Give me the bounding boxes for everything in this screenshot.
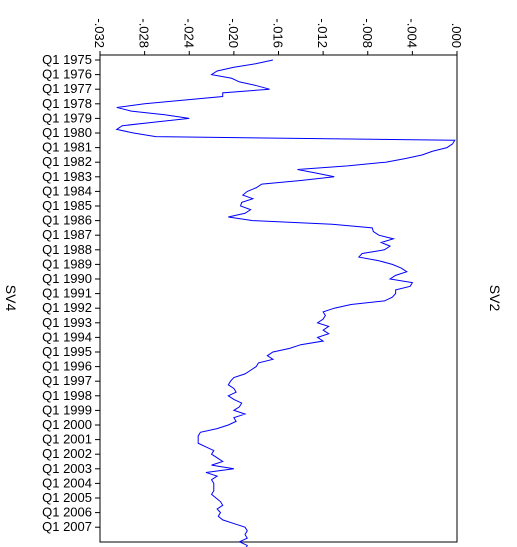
time-tick-label: Q1 1997	[42, 373, 92, 388]
time-tick-label: Q1 1982	[42, 154, 92, 169]
time-tick-label: Q1 1975	[42, 52, 92, 67]
value-tick-label: .000	[449, 23, 464, 48]
value-axis-ticks: -.032 -.028 -.024 -.020 -.016 -.012 -.008 -.004…	[92, 18, 464, 55]
value-tick-label: -.012	[315, 18, 330, 48]
value-tick-label: -.024	[181, 18, 196, 48]
value-tick-label: -.032	[92, 18, 107, 48]
time-tick-label: Q1 1978	[42, 96, 92, 111]
y-axis-label: SV2	[487, 285, 503, 312]
value-tick-label: -.020	[226, 18, 241, 48]
time-tick-label: Q1 1998	[42, 388, 92, 403]
time-tick-label: Q1 1979	[42, 110, 92, 125]
value-tick-label: -.016	[271, 18, 286, 48]
time-tick-label: Q1 1977	[42, 81, 92, 96]
time-tick-label: Q1 1996	[42, 359, 92, 374]
time-tick-label: Q1 1999	[42, 402, 92, 417]
time-tick-label: Q1 1980	[42, 125, 92, 140]
value-tick-label: -.004	[404, 18, 419, 48]
time-tick-label: Q1 1988	[42, 242, 92, 257]
time-tick-label: Q1 1981	[42, 140, 92, 155]
time-tick-label: Q1 2006	[42, 505, 92, 520]
time-tick-label: Q1 2000	[42, 417, 92, 432]
time-tick-label: Q1 1987	[42, 227, 92, 242]
value-tick-label: -.008	[360, 18, 375, 48]
series-line	[115, 59, 456, 547]
time-tick-label: Q1 1994	[42, 329, 92, 344]
time-tick-label: Q1 1986	[42, 213, 92, 228]
time-tick-label: Q1 2002	[42, 446, 92, 461]
time-tick-label: Q1 1985	[42, 198, 92, 213]
time-tick-label: Q1 1991	[42, 286, 92, 301]
time-tick-label: Q1 2004	[42, 475, 92, 490]
time-tick-label: Q1 2007	[42, 519, 92, 534]
time-tick-label: Q1 1984	[42, 183, 92, 198]
time-tick-label: Q1 2001	[42, 432, 92, 447]
time-tick-label: Q1 2005	[42, 490, 92, 505]
time-tick-label: Q1 1989	[42, 256, 92, 271]
time-tick-label: Q1 1990	[42, 271, 92, 286]
time-tick-label: Q1 1992	[42, 300, 92, 315]
x-axis-label: SV4	[3, 285, 19, 312]
time-tick-label: Q1 1983	[42, 169, 92, 184]
time-tick-label: Q1 1976	[42, 67, 92, 82]
value-tick-label: -.028	[137, 18, 152, 48]
time-tick-label: Q1 2003	[42, 461, 92, 476]
time-tick-label: Q1 1993	[42, 315, 92, 330]
time-tick-label: Q1 1995	[42, 344, 92, 359]
plot-frame	[99, 54, 458, 543]
